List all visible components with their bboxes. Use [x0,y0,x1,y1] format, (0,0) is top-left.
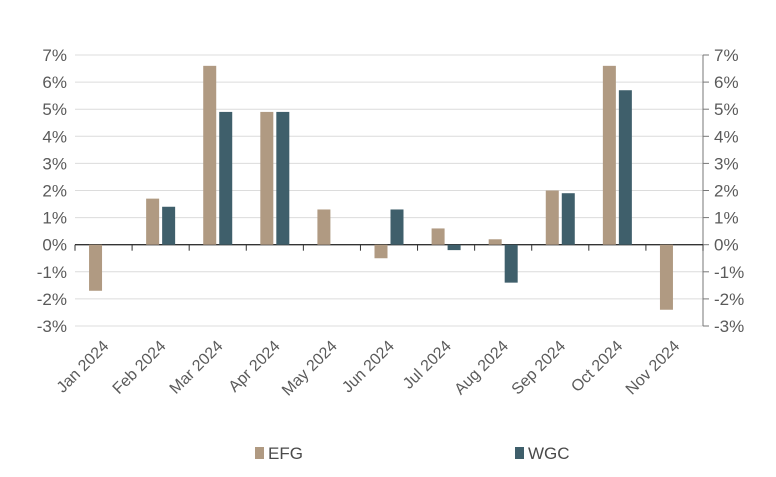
bar-efg [260,111,274,245]
x-tick-label: Mar 2024 [167,338,227,398]
y-tick-label-right: 4% [714,127,739,146]
y-tick-label-left: 2% [42,182,67,201]
y-tick-label-left: -3% [37,317,67,336]
bar-efg [89,244,103,291]
bar-efg [659,244,673,310]
bar-efg [203,65,217,245]
axes [74,54,709,327]
bar-wgc [390,209,404,245]
bar-wgc [276,111,290,245]
x-tick-label: May 2024 [279,338,341,400]
y-tick-label-right: 0% [714,236,739,255]
bar-efg [602,65,616,245]
y-tick-label-right: 2% [714,182,739,201]
legend-label-wgc: WGC [528,444,570,463]
x-tick-label: Sep 2024 [509,338,570,399]
y-tick-label-left: 5% [42,100,67,119]
legend: EFG WGC [255,444,570,463]
y-tick-label-left: 4% [42,127,67,146]
y-tick-label-right: -1% [714,263,744,282]
x-tick-label: Jan 2024 [54,338,113,397]
bar-wgc [561,193,575,245]
x-tick-label: Feb 2024 [110,338,170,398]
legend-swatch-efg [255,447,264,459]
bar-wgc [504,244,518,283]
y-tick-label-right: 7% [714,46,739,65]
y-tick-label-right: 3% [714,154,739,173]
legend-swatch-wgc [515,447,524,459]
bar-efg [488,239,502,245]
bar-efg [374,244,388,259]
y-tick-label-right: -3% [714,317,744,336]
bar-efg [545,190,559,245]
x-tick-label: Nov 2024 [623,338,684,399]
x-tick-label: Jul 2024 [400,338,455,393]
y-tick-label-left: 1% [42,209,67,228]
y-tick-label-left: -2% [37,290,67,309]
bar-wgc [447,244,461,251]
gridlines [75,54,703,327]
y-tick-label-left: 7% [42,46,67,65]
x-tick-label: Apr 2024 [226,338,284,396]
bars [89,65,673,310]
x-tick-label: Aug 2024 [452,338,513,399]
x-tick-label: Jun 2024 [339,338,398,397]
y-tick-label-left: 0% [42,236,67,255]
y-tick-label-right: 6% [714,73,739,92]
y-tick-label-right: -2% [714,290,744,309]
x-tick-label: Oct 2024 [568,338,626,396]
y-tick-label-left: -1% [37,263,67,282]
legend-label-efg: EFG [268,444,303,463]
y-tick-label-left: 6% [42,73,67,92]
y-tick-label-right: 1% [714,209,739,228]
bar-wgc [219,111,233,245]
bar-efg [317,209,331,245]
bar-efg [431,228,445,245]
bar-wgc [162,206,176,245]
y-tick-label-left: 3% [42,154,67,173]
y-tick-label-right: 5% [714,100,739,119]
bar-efg [146,198,160,245]
bar-wgc [618,90,632,245]
